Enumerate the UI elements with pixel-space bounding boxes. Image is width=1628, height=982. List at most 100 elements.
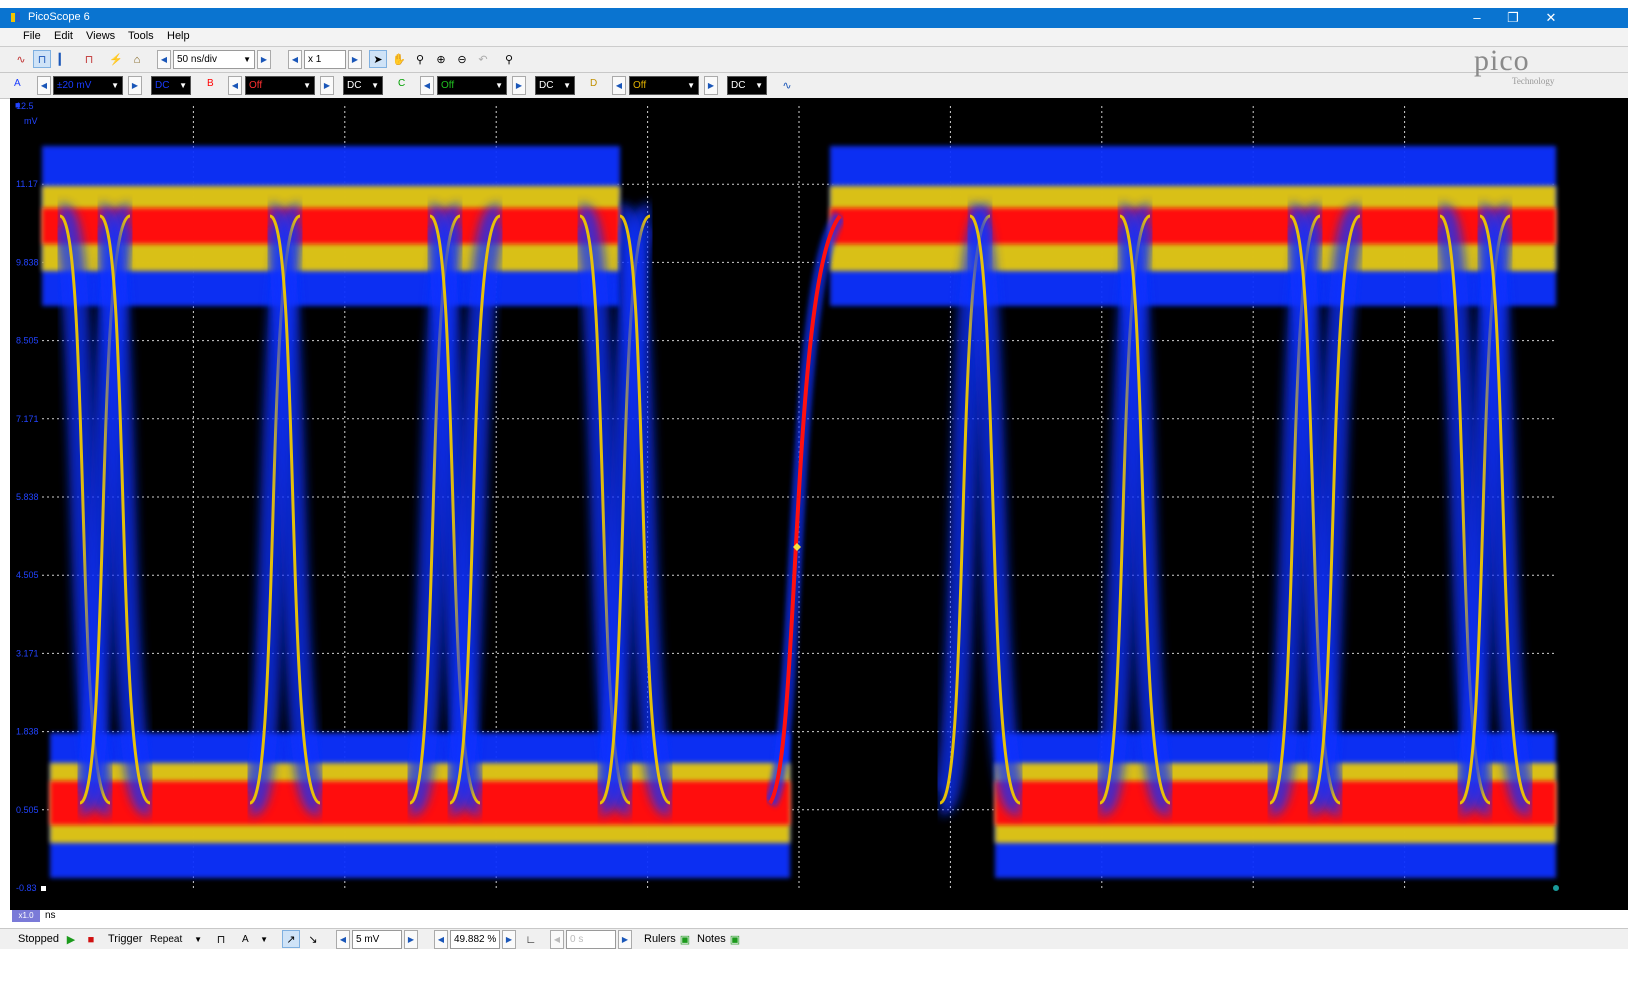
zoom-out-icon[interactable]: ⊖ <box>457 54 467 66</box>
zoom-in-icon[interactable]: ⊕ <box>436 54 446 66</box>
channel-a-range-select[interactable]: ±20 mV ▼ <box>53 76 123 95</box>
x-unit-label: ns <box>45 910 56 921</box>
menu-file[interactable]: File <box>23 30 41 42</box>
x-tick-label: 150.6 <box>1240 895 1266 906</box>
scope-mode-icon[interactable]: ∿ <box>16 54 26 66</box>
restore-button[interactable]: ❐ <box>1507 10 1519 25</box>
menu-help[interactable]: Help <box>167 30 190 42</box>
channel-d-label[interactable]: D <box>590 78 598 89</box>
menu-views[interactable]: Views <box>86 30 116 42</box>
x-tick-label: 200.6 <box>1392 895 1418 906</box>
y-tick-label: 3.171 <box>16 648 39 658</box>
channel-b-range-select[interactable]: Off ▼ <box>245 76 315 95</box>
y-tick-label: 12.5 <box>16 101 34 111</box>
x-tick-label: -99.41 <box>482 895 511 906</box>
delay-increase[interactable]: ▶ <box>618 930 632 949</box>
x-tick-label: -49.41 <box>633 895 662 906</box>
delay-decrease[interactable]: ◀ <box>550 930 564 949</box>
math-channels-icon[interactable]: ∿ <box>782 80 792 92</box>
trigger-position-decrease[interactable]: ◀ <box>434 930 448 949</box>
close-button[interactable]: ✕ <box>1545 10 1557 25</box>
signal-generator-icon[interactable]: ⊓ <box>84 54 94 66</box>
zoom-increase-button[interactable]: ▶ <box>348 50 362 69</box>
trigger-edge-icon[interactable]: ⊓ <box>216 934 226 946</box>
x-tick-label: 50.59 <box>937 895 963 906</box>
channel-a-range-increase[interactable]: ▶ <box>128 76 142 95</box>
trigger-position-field[interactable]: 49.882 % <box>450 930 500 949</box>
y-tick-label: 11.17 <box>16 179 38 189</box>
pointer-tool-icon[interactable]: ➤ <box>369 50 387 68</box>
channel-b-range-increase[interactable]: ▶ <box>320 76 334 95</box>
x-scale-badge[interactable]: x1.0 <box>12 910 40 922</box>
timebase-decrease-button[interactable]: ◀ <box>157 50 171 69</box>
status-bar: Stopped ▶ ■ Trigger Repeat ▼ ⊓ A ▼ ↗ ↘ ◀ 5… <box>0 928 1628 949</box>
menu-edit[interactable]: Edit <box>54 30 73 42</box>
delay-field[interactable]: 0 s <box>566 930 616 949</box>
trigger-level-decrease[interactable]: ◀ <box>336 930 350 949</box>
channel-b-label[interactable]: B <box>207 78 214 89</box>
ruler-handle[interactable] <box>1553 885 1559 891</box>
scope-view[interactable]: 12.5 11.17 9.838 8.505 7.171 5.838 4.505 3.171 1… <box>10 98 1628 910</box>
zoom-decrease-button[interactable]: ◀ <box>288 50 302 69</box>
persistence-mode-icon[interactable]: ⊓ <box>33 50 51 68</box>
channel-d-range-decrease[interactable]: ◀ <box>612 76 626 95</box>
menu-tools[interactable]: Tools <box>128 30 154 42</box>
y-axis-ticks: 12.5 11.17 9.838 8.505 7.171 5.838 4.505 3.171 1… <box>16 101 39 893</box>
notes-icon[interactable]: ▣ <box>729 934 741 946</box>
channel-d-coupling-select[interactable]: DC ▼ <box>727 76 767 95</box>
channel-c-range-select[interactable]: Off ▼ <box>437 76 507 95</box>
minimize-button[interactable]: – <box>1473 10 1481 25</box>
trigger-channel-select[interactable]: A ▼ <box>238 930 272 949</box>
home-icon[interactable]: ⌂ <box>133 54 141 66</box>
timebase-select[interactable]: 50 ns/div ▼ <box>173 50 255 69</box>
channel-a-range-decrease[interactable]: ◀ <box>37 76 51 95</box>
channel-b-coupling-select[interactable]: DC ▼ <box>343 76 383 95</box>
hand-tool-icon[interactable]: ✋ <box>392 54 406 66</box>
y-tick-label: 0.505 <box>16 805 39 815</box>
x-tick-label: 0.589 <box>786 895 812 906</box>
spectrum-mode-icon[interactable]: ▎ <box>58 54 68 66</box>
channel-c-coupling-select[interactable]: DC ▼ <box>535 76 575 95</box>
zoom-overview-icon[interactable]: ⚲ <box>504 54 514 66</box>
channel-d-range-select[interactable]: Off ▼ <box>629 76 699 95</box>
y-tick-label: 5.838 <box>16 492 39 502</box>
channel-a-offset-marker[interactable] <box>41 886 46 891</box>
trigger-level-field[interactable]: 5 mV <box>352 930 402 949</box>
high-level-band <box>42 208 620 244</box>
zoom-factor-field[interactable]: x 1 <box>304 50 346 69</box>
stop-icon[interactable]: ■ <box>87 934 95 946</box>
rulers-icon[interactable]: ▣ <box>679 934 691 946</box>
y-tick-label: 1.838 <box>16 727 39 737</box>
notes-label[interactable]: Notes <box>697 933 726 945</box>
trigger-mode-select[interactable]: Repeat ▼ <box>146 930 206 949</box>
channel-b-range-decrease[interactable]: ◀ <box>228 76 242 95</box>
channel-a-label[interactable]: A <box>14 78 21 89</box>
start-icon[interactable]: ▶ <box>66 934 76 946</box>
y-tick-label: 4.505 <box>16 570 39 580</box>
zoom-window-icon[interactable]: ⚲ <box>415 54 425 66</box>
pico-technology-logo: pico Technology <box>1474 46 1574 94</box>
falling-edge-icon[interactable]: ↘ <box>308 934 318 946</box>
y-tick-label: 8.505 <box>16 336 39 346</box>
trigger-position-increase[interactable]: ▶ <box>502 930 516 949</box>
rulers-label[interactable]: Rulers <box>644 933 676 945</box>
high-level-band <box>830 208 1556 244</box>
channel-a-coupling-select[interactable]: DC ▼ <box>151 76 191 95</box>
rising-edge-icon[interactable]: ↗ <box>282 930 300 948</box>
timebase-increase-button[interactable]: ▶ <box>257 50 271 69</box>
channel-c-label[interactable]: C <box>398 78 406 89</box>
advanced-trigger-icon[interactable]: ∟ <box>525 934 537 946</box>
undo-zoom-icon[interactable]: ↶ <box>478 54 488 66</box>
eye-pattern-traces <box>42 146 1556 878</box>
trigger-level-increase[interactable]: ▶ <box>404 930 418 949</box>
x-tick-label: 100.6 <box>1089 895 1115 906</box>
trigger-marker[interactable] <box>793 543 801 551</box>
channel-a-axis-marker: ■ <box>15 100 20 110</box>
channel-d-range-increase[interactable]: ▶ <box>704 76 718 95</box>
channel-c-range-increase[interactable]: ▶ <box>512 76 526 95</box>
channel-c-range-decrease[interactable]: ◀ <box>420 76 434 95</box>
y-tick-label: 9.838 <box>16 257 39 267</box>
persistence-plot[interactable]: 12.5 11.17 9.838 8.505 7.171 5.838 4.505 3.171 1… <box>10 98 1628 910</box>
menu-bar: File Edit Views Tools Help <box>0 28 1628 47</box>
auto-setup-icon[interactable]: ⚡ <box>109 54 123 66</box>
